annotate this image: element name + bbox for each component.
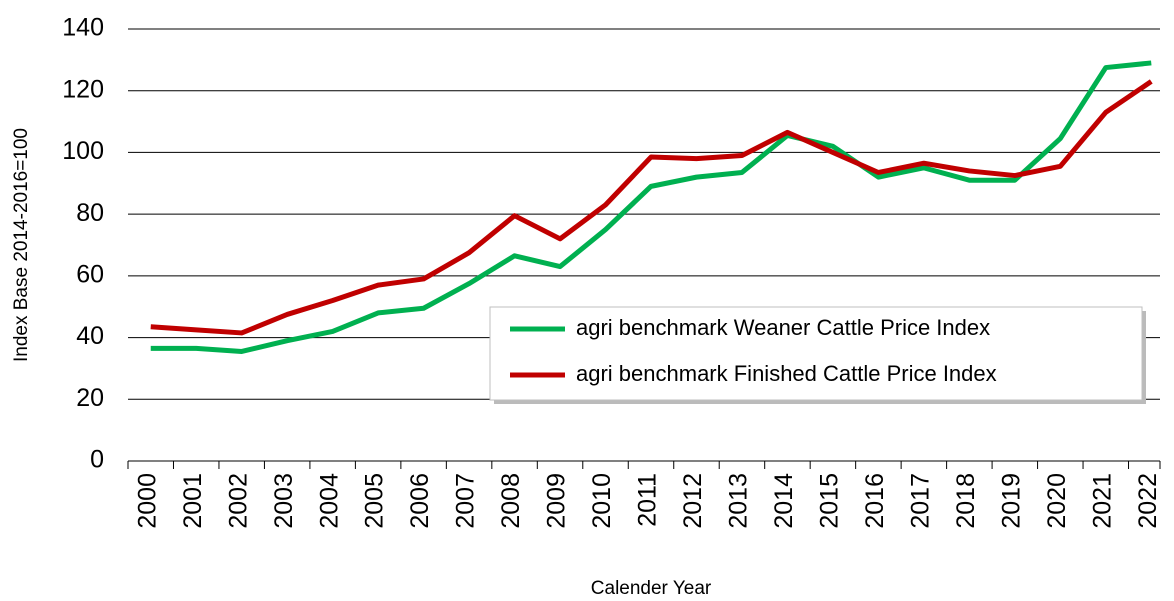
x-tick-label: 2006 — [406, 473, 434, 529]
y-tick-label: 0 — [90, 446, 104, 474]
x-tick-label: 2003 — [270, 473, 298, 529]
y-tick-label: 120 — [62, 75, 104, 103]
x-tick-label: 2008 — [497, 473, 525, 529]
x-tick-label: 2009 — [543, 473, 571, 529]
legend-label: agri benchmark Finished Cattle Price Ind… — [576, 361, 997, 386]
legend-label: agri benchmark Weaner Cattle Price Index — [576, 315, 990, 340]
y-tick-label: 100 — [62, 137, 104, 165]
y-tick-label: 20 — [76, 384, 104, 412]
x-tick-label: 2011 — [634, 473, 662, 527]
x-tick-label: 2015 — [816, 473, 844, 529]
x-tick-label: 2012 — [679, 473, 707, 529]
x-tick-label: 2017 — [906, 473, 934, 529]
x-tick-label: 2007 — [452, 473, 480, 529]
series-line — [150, 60, 1152, 354]
series-line — [150, 79, 1153, 336]
x-tick-label: 2018 — [952, 473, 980, 529]
x-tick-label: 2002 — [224, 473, 252, 529]
y-axis-title: Index Base 2014-2016=100 — [11, 128, 32, 362]
x-tick-label: 2014 — [770, 473, 798, 529]
y-tick-label: 60 — [76, 260, 104, 288]
x-tick-label: 2016 — [861, 473, 889, 529]
x-tick-label: 2020 — [1043, 473, 1071, 529]
y-tick-label: 80 — [76, 199, 104, 227]
x-tick-label: 2013 — [725, 473, 753, 529]
x-tick-label: 2022 — [1134, 473, 1162, 529]
x-axis-title: Calender Year — [591, 578, 712, 599]
x-tick-label: 2001 — [179, 473, 207, 529]
x-tick-label: 2021 — [1088, 473, 1116, 529]
y-tick-label: 140 — [62, 14, 104, 42]
x-tick-label: 2005 — [361, 473, 389, 529]
x-tick-label: 2000 — [133, 473, 161, 529]
x-tick-label: 2004 — [315, 473, 343, 529]
legend — [489, 306, 1143, 401]
x-tick-label: 2019 — [997, 473, 1025, 529]
x-tick-label: 2010 — [588, 473, 616, 529]
y-tick-label: 40 — [76, 322, 104, 350]
